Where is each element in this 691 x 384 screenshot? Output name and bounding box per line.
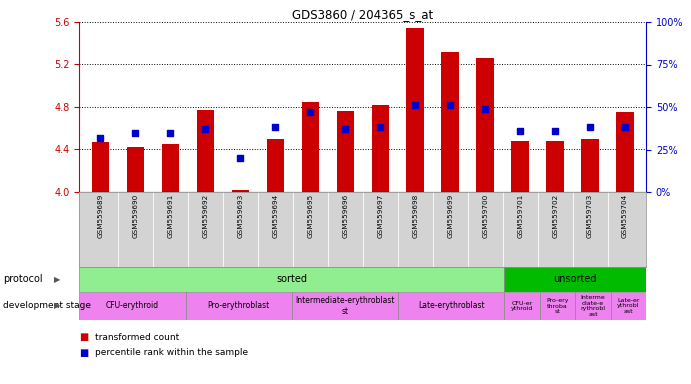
Point bbox=[340, 126, 351, 132]
Point bbox=[410, 102, 421, 108]
Text: GSM559694: GSM559694 bbox=[272, 194, 278, 238]
Text: GSM559699: GSM559699 bbox=[447, 194, 453, 238]
Text: Late-erythroblast: Late-erythroblast bbox=[418, 301, 484, 311]
Point bbox=[585, 124, 596, 131]
Point bbox=[130, 129, 141, 136]
Text: GSM559702: GSM559702 bbox=[552, 194, 558, 238]
Bar bbox=[511, 141, 529, 192]
Bar bbox=[477, 58, 494, 192]
Bar bbox=[186, 292, 292, 320]
Point bbox=[235, 155, 246, 161]
Text: CFU-erythroid: CFU-erythroid bbox=[106, 301, 159, 311]
Text: GSM559701: GSM559701 bbox=[517, 194, 523, 238]
Text: ▶: ▶ bbox=[54, 301, 61, 311]
Text: GSM559695: GSM559695 bbox=[307, 194, 313, 238]
Title: GDS3860 / 204365_s_at: GDS3860 / 204365_s_at bbox=[292, 8, 433, 21]
Text: CFU-er
ythroid: CFU-er ythroid bbox=[511, 301, 533, 311]
Text: Pro-ery
throba
st: Pro-ery throba st bbox=[547, 298, 569, 314]
Text: development stage: development stage bbox=[3, 301, 91, 311]
Text: GSM559693: GSM559693 bbox=[237, 194, 243, 238]
Point bbox=[269, 124, 281, 131]
Text: sorted: sorted bbox=[276, 275, 307, 285]
Bar bbox=[442, 52, 459, 192]
Text: protocol: protocol bbox=[3, 275, 43, 285]
Text: GSM559698: GSM559698 bbox=[413, 194, 418, 238]
Text: GSM559696: GSM559696 bbox=[342, 194, 348, 238]
Bar bbox=[126, 147, 144, 192]
Point bbox=[480, 106, 491, 112]
Text: GSM559692: GSM559692 bbox=[202, 194, 209, 238]
Text: GSM559697: GSM559697 bbox=[377, 194, 384, 238]
Text: ■: ■ bbox=[79, 332, 88, 342]
Bar bbox=[611, 292, 646, 320]
Text: transformed count: transformed count bbox=[95, 333, 179, 342]
Text: Pro-erythroblast: Pro-erythroblast bbox=[208, 301, 270, 311]
Point bbox=[200, 126, 211, 132]
Text: ■: ■ bbox=[79, 348, 88, 358]
Text: GSM559690: GSM559690 bbox=[133, 194, 138, 238]
Text: Interme
diate-e
rythrobl
ast: Interme diate-e rythrobl ast bbox=[580, 295, 605, 317]
Text: GSM559691: GSM559691 bbox=[167, 194, 173, 238]
Point bbox=[305, 109, 316, 115]
Point bbox=[95, 134, 106, 141]
Bar bbox=[547, 141, 564, 192]
Bar bbox=[398, 292, 504, 320]
Bar bbox=[79, 292, 186, 320]
Bar bbox=[231, 190, 249, 192]
Bar bbox=[575, 292, 611, 320]
Bar bbox=[616, 112, 634, 192]
Text: GSM559703: GSM559703 bbox=[587, 194, 593, 238]
Text: Late-er
ythrobl
ast: Late-er ythrobl ast bbox=[617, 298, 640, 314]
Bar bbox=[337, 111, 354, 192]
Text: percentile rank within the sample: percentile rank within the sample bbox=[95, 348, 248, 357]
Point bbox=[515, 128, 526, 134]
Point bbox=[375, 124, 386, 131]
Bar bbox=[504, 267, 646, 292]
Bar bbox=[301, 102, 319, 192]
Bar bbox=[92, 142, 109, 192]
Bar bbox=[267, 139, 284, 192]
Text: Intermediate-erythroblast
st: Intermediate-erythroblast st bbox=[295, 296, 395, 316]
Bar bbox=[504, 292, 540, 320]
Text: ▶: ▶ bbox=[54, 275, 61, 284]
Bar bbox=[406, 28, 424, 192]
Point bbox=[445, 102, 456, 108]
Text: GSM559689: GSM559689 bbox=[97, 194, 104, 238]
Text: unsorted: unsorted bbox=[553, 275, 597, 285]
Bar bbox=[162, 144, 179, 192]
Point bbox=[549, 128, 560, 134]
Bar bbox=[79, 267, 504, 292]
Bar bbox=[581, 139, 599, 192]
Bar bbox=[292, 292, 398, 320]
Text: GSM559704: GSM559704 bbox=[622, 194, 628, 238]
Bar bbox=[372, 105, 389, 192]
Point bbox=[165, 129, 176, 136]
Bar bbox=[540, 292, 575, 320]
Bar bbox=[197, 110, 214, 192]
Point bbox=[620, 124, 631, 131]
Text: GSM559700: GSM559700 bbox=[482, 194, 489, 238]
